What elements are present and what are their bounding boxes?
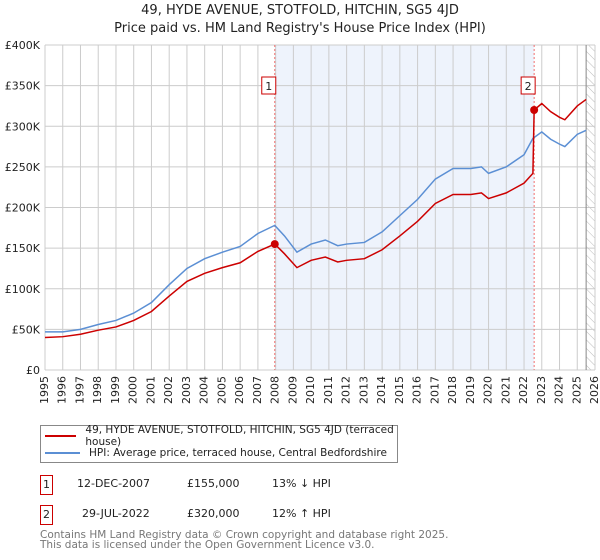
red-line-swatch — [45, 435, 77, 437]
x-tick-label: 2023 — [535, 376, 548, 404]
sale-badge-label: 2 — [525, 80, 532, 93]
x-tick-label: 2013 — [357, 376, 370, 404]
x-tick-label: 2001 — [144, 376, 157, 404]
y-tick-label: £300K — [5, 120, 41, 133]
y-tick-label: £200K — [5, 202, 41, 215]
legend-item-property: 49, HYDE AVENUE, STOTFOLD, HITCHIN, SG5 … — [45, 424, 397, 448]
x-tick-label: 2014 — [375, 376, 388, 404]
sale-badge — [520, 76, 536, 95]
x-tick-label: 2007 — [251, 376, 264, 404]
x-tick-label: 2015 — [393, 376, 406, 404]
sale-badge-label: 1 — [265, 80, 272, 93]
blue-line-swatch — [45, 452, 80, 454]
legend-item-hpi: HPI: Average price, terraced house, Cent… — [45, 446, 387, 460]
chart-subtitle: Price paid vs. HM Land Registry's House … — [114, 21, 486, 36]
x-tick-label: 2021 — [499, 376, 512, 404]
sale-point — [530, 106, 539, 114]
transaction-date: 12-DEC-2007 — [77, 477, 151, 490]
property-price-line — [44, 98, 587, 339]
x-tick-label: 2011 — [322, 376, 335, 404]
transaction-hpi: 13% ↓ HPI — [272, 477, 331, 490]
x-tick-label: 2022 — [517, 376, 530, 404]
footer-copyright: Contains HM Land Registry data © Crown c… — [40, 529, 449, 541]
legend: 49, HYDE AVENUE, STOTFOLD, HITCHIN, SG5 … — [40, 424, 398, 463]
x-tick-label: 2005 — [215, 376, 228, 404]
x-tick-label: 2025 — [570, 376, 583, 404]
x-tick-label: 2019 — [464, 376, 477, 404]
hpi-line — [45, 129, 587, 333]
transaction-date: 29-JUL-2022 — [82, 507, 150, 520]
x-tick-label: 1996 — [56, 376, 69, 404]
x-tick-label: 1997 — [73, 376, 86, 404]
transaction-hpi: 12% ↑ HPI — [272, 507, 331, 520]
y-tick-label: £50K — [12, 323, 41, 336]
transaction-price: £155,000 — [187, 477, 240, 490]
y-tick-label: £400K — [5, 39, 41, 52]
x-tick-label: 2024 — [553, 376, 566, 404]
x-tick-label: 2016 — [411, 376, 424, 404]
x-tick-label: 1995 — [38, 376, 51, 404]
x-tick-label: 2026 — [588, 376, 600, 404]
y-tick-label: £350K — [5, 80, 41, 93]
transaction-row: 2 29-JUL-2022 £320,000 12% ↑ HPI — [40, 505, 440, 525]
y-tick-label: £250K — [5, 161, 41, 174]
line-chart: 1995 1996 1997 1998 1999 2000 2001 2002 2003 2004… — [5, 39, 600, 404]
y-tick-label: £0 — [26, 364, 40, 377]
x-tick-label: 2010 — [304, 376, 317, 404]
transaction-badge: 1 — [40, 475, 53, 495]
x-tick-label: 1998 — [91, 376, 104, 404]
x-tick-label: 2018 — [446, 376, 459, 404]
x-tick-label: 2020 — [482, 376, 495, 404]
sale-badge — [261, 76, 277, 95]
y-tick-label: £150K — [5, 242, 41, 255]
footer: Contains HM Land Registry data © Crown c… — [40, 529, 449, 551]
x-tick-label: 2008 — [269, 376, 282, 404]
x-tick-label: 2003 — [180, 376, 193, 404]
x-tick-label: 2000 — [127, 376, 140, 404]
x-tick-label: 2004 — [198, 376, 211, 404]
transaction-price: £320,000 — [187, 507, 240, 520]
transaction-badge: 2 — [40, 505, 53, 525]
x-tick-label: 1999 — [109, 376, 122, 404]
transaction-row: 1 12-DEC-2007 £155,000 13% ↓ HPI — [40, 475, 440, 495]
x-tick-label: 2012 — [340, 376, 353, 404]
x-tick-label: 2002 — [162, 376, 175, 404]
chart-title: 49, HYDE AVENUE, STOTFOLD, HITCHIN, SG5 … — [141, 3, 459, 18]
x-tick-label: 2006 — [233, 376, 246, 404]
y-tick-label: £100K — [5, 283, 41, 296]
x-tick-label: 2009 — [286, 376, 299, 404]
x-tick-label: 2017 — [428, 376, 441, 404]
sale-point — [270, 240, 279, 249]
footer-licence: This data is licensed under the Open Gov… — [40, 539, 375, 551]
legend-label: 49, HYDE AVENUE, STOTFOLD, HITCHIN, SG5 … — [85, 424, 394, 448]
legend-label: HPI: Average price, terraced house, Cent… — [89, 447, 387, 459]
